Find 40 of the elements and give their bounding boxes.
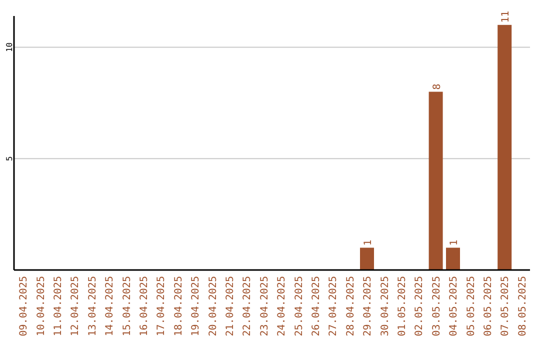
x-tick-label: 17.04.2025	[156, 276, 168, 336]
x-tick-label: 02.05.2025	[414, 276, 426, 336]
x-tick-label: 01.05.2025	[397, 276, 408, 336]
data-label: 11	[500, 10, 512, 23]
x-tick-label: 22.04.2025	[242, 276, 254, 336]
bar	[428, 92, 443, 270]
x-tick-label: 30.04.2025	[380, 276, 391, 336]
data-label: 1	[449, 240, 460, 246]
data-label: 8	[432, 84, 443, 90]
x-tick-label: 19.04.2025	[190, 276, 202, 336]
x-tick-label: 07.05.2025	[500, 276, 512, 336]
bar	[360, 248, 374, 270]
x-tick-label: 11.04.2025	[53, 276, 64, 336]
x-tick-label: 12.04.2025	[70, 276, 82, 336]
y-tick-label: 5	[5, 156, 14, 162]
x-tick-label: 27.04.2025	[328, 276, 340, 336]
x-tick-label: 16.04.2025	[139, 276, 150, 336]
x-tick-label: 13.04.2025	[87, 276, 98, 336]
x-tick-label: 24.04.2025	[276, 276, 288, 336]
x-tick-label: 06.05.2025	[483, 276, 494, 336]
bar	[446, 248, 460, 270]
x-tick-label: 09.04.2025	[18, 276, 30, 336]
x-tick-label: 18.04.2025	[173, 276, 184, 336]
x-tick-label: 08.05.2025	[517, 276, 528, 336]
x-tick-label: 25.04.2025	[294, 276, 305, 336]
data-label: 1	[363, 240, 374, 246]
x-tick-label: 10.04.2025	[36, 276, 47, 336]
x-tick-label: 14.04.2025	[104, 276, 116, 336]
x-tick-label: 04.05.2025	[448, 276, 460, 336]
x-tick-label: 20.04.2025	[208, 276, 219, 336]
x-tick-label: 15.04.2025	[122, 276, 133, 336]
bar	[498, 24, 512, 270]
x-tick-label: 23.04.2025	[259, 276, 270, 336]
x-tick-label: 05.05.2025	[466, 276, 477, 336]
x-tick-label: 21.04.2025	[225, 276, 236, 336]
x-tick-label: 28.04.2025	[345, 276, 356, 336]
y-tick-label: 10	[5, 42, 14, 52]
x-tick-label: 26.04.2025	[311, 276, 322, 336]
x-tick-label: 03.05.2025	[431, 276, 442, 336]
x-tick-label: 29.04.2025	[362, 276, 374, 336]
